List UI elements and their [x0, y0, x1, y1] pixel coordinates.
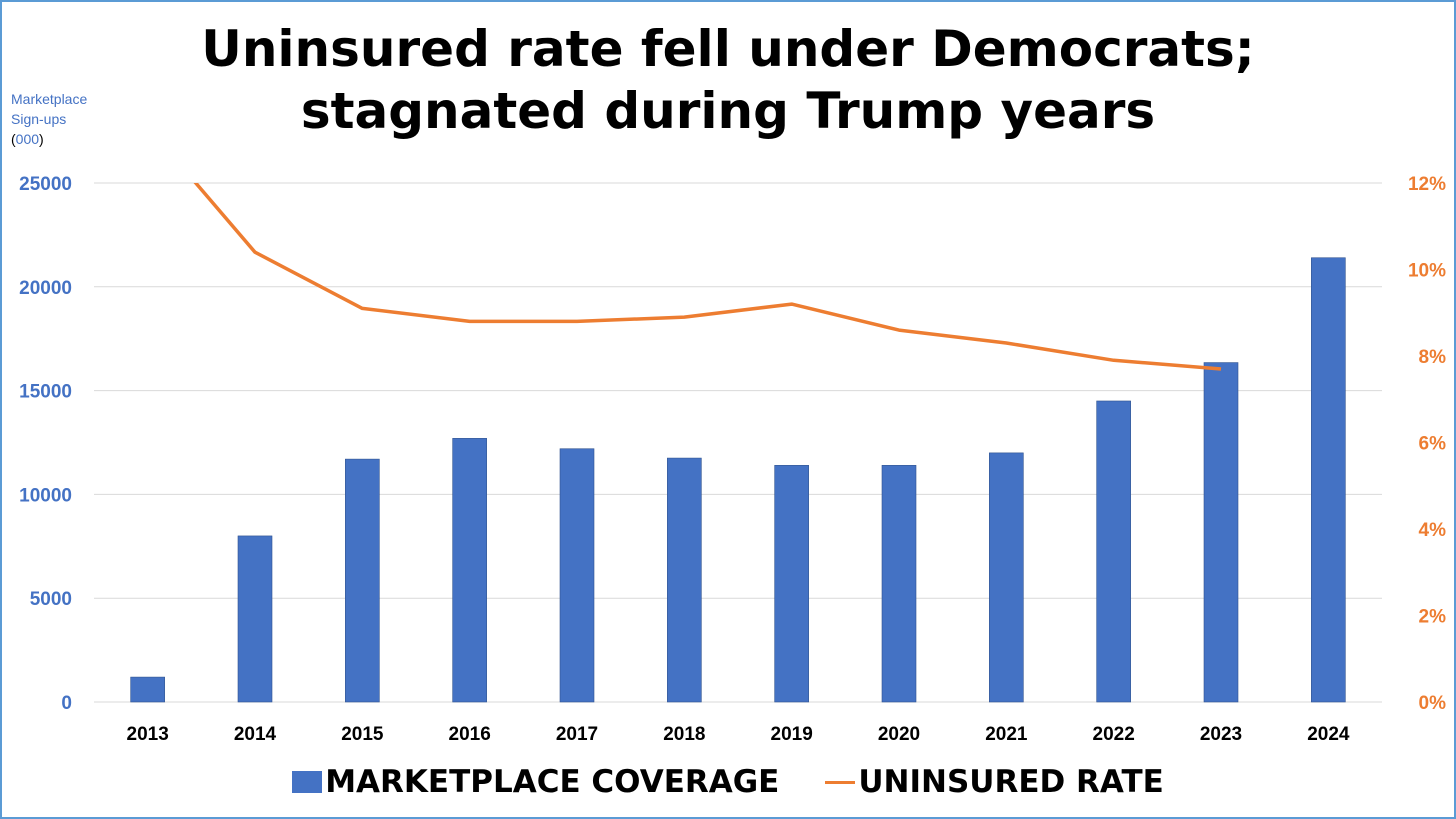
bar-marketplace-coverage	[1096, 400, 1131, 703]
right-axis-tick-label: 2%	[1419, 607, 1447, 628]
bar-marketplace-coverage	[1311, 257, 1346, 703]
chart-title-line-2: stagnated during Trump years	[300, 82, 1156, 140]
x-axis-tick-label: 2024	[1307, 724, 1350, 745]
x-axis-tick-label: 2018	[663, 724, 705, 745]
bar-marketplace-coverage	[989, 452, 1024, 703]
legend-label-uninsured-rate: UNINSURED RATE	[858, 764, 1164, 800]
x-axis-tick-label: 2016	[449, 724, 491, 745]
left-axis-tick-label: 25000	[19, 174, 72, 195]
bar-marketplace-coverage	[774, 465, 809, 703]
right-axis-tick-label: 0%	[1419, 693, 1447, 714]
right-axis-tick-label: 4%	[1419, 520, 1447, 541]
x-axis-tick-label: 2015	[341, 724, 384, 745]
left-axis-caption-line-2: Sign-ups	[11, 111, 67, 127]
x-axis-tick-label: 2013	[127, 724, 169, 745]
legend-swatch-line	[825, 780, 856, 784]
bar-marketplace-coverage	[667, 457, 702, 703]
chart-legend: MARKETPLACE COVERAGE UNINSURED RATE	[0, 760, 1456, 804]
right-axis-tick-label: 8%	[1419, 347, 1447, 368]
x-axis-tick-label: 2020	[878, 724, 920, 745]
legend-item-uninsured-rate: UNINSURED RATE	[825, 764, 1164, 800]
chart-plot: 0 5000 10000 15000 20000 25000 0% 2% 4% 6% 8% 10% 12…	[19, 174, 1447, 745]
caption-paren-open: (	[11, 131, 16, 147]
right-axis-tick-label: 10%	[1408, 261, 1446, 282]
bar-marketplace-coverage	[130, 676, 165, 703]
bar-marketplace-coverage	[452, 438, 487, 703]
x-axis-tick-label: 2023	[1200, 724, 1242, 745]
left-axis-caption-line-1: Marketplace	[11, 91, 88, 107]
left-axis-caption-line-3: (000)	[11, 129, 87, 149]
right-axis-tick-label: 12%	[1408, 174, 1446, 195]
left-axis-tick-label: 20000	[19, 278, 72, 299]
chart-title: Uninsured rate fell under Democrats; sta…	[0, 18, 1456, 142]
caption-units: 000	[15, 131, 40, 147]
legend-label-marketplace-coverage: MARKETPLACE COVERAGE	[325, 764, 780, 800]
bar-marketplace-coverage	[1203, 362, 1239, 703]
left-axis-tick-label: 15000	[19, 382, 72, 403]
legend-item-marketplace-coverage: MARKETPLACE COVERAGE	[292, 764, 779, 800]
chart-title-line-1: Uninsured rate fell under Democrats;	[201, 20, 1255, 78]
right-axis-tick-label: 6%	[1419, 434, 1447, 455]
bar-marketplace-coverage	[881, 465, 917, 703]
left-axis-tick-label: 5000	[30, 589, 72, 610]
bar-marketplace-coverage	[345, 458, 380, 703]
x-axis-tick-label: 2021	[985, 724, 1028, 745]
bar-marketplace-coverage	[559, 448, 595, 703]
left-axis-caption: Marketplace Sign-ups (000)	[11, 89, 87, 149]
legend-swatch-bar	[292, 771, 323, 793]
x-axis-tick-label: 2019	[771, 724, 813, 745]
left-axis-tick-label: 10000	[19, 485, 72, 506]
left-axis-tick-label: 0	[61, 693, 72, 714]
x-axis-tick-label: 2014	[234, 724, 277, 745]
bar-marketplace-coverage	[237, 535, 273, 703]
caption-paren-close: )	[39, 131, 44, 147]
x-axis-tick-label: 2022	[1093, 724, 1135, 745]
x-axis-tick-label: 2017	[556, 724, 598, 745]
line-uninsured-rate	[193, 183, 1222, 371]
